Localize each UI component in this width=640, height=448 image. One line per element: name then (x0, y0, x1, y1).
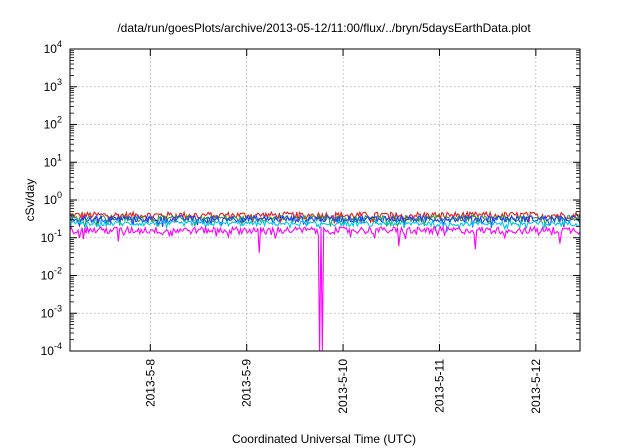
chart-title: /data/run/goesPlots/archive/2013-05-12/1… (117, 21, 531, 35)
x-tick-label: 2013-5-10 (336, 359, 350, 414)
y-tick-label-base: 10 (44, 42, 58, 56)
y-tick-label-base: 10 (41, 231, 55, 245)
x-tick-label: 2013-5-12 (529, 359, 543, 414)
x-axis-label: Coordinated Universal Time (UTC) (232, 432, 416, 446)
y-axis-label: cSv/day (23, 179, 37, 222)
y-tick-label: 10-2 (41, 266, 62, 283)
y-tick-label-exponent: 0 (57, 190, 62, 200)
y-tick-label-exponent: -4 (54, 341, 62, 351)
series-line (69, 219, 581, 234)
y-tick-label: 10-1 (41, 228, 62, 245)
x-tick-label: 2013-5-8 (143, 359, 157, 407)
y-tick-label: 103 (44, 77, 62, 94)
y-tick-label-base: 10 (44, 193, 58, 207)
y-tick-label-exponent: 1 (57, 152, 62, 162)
y-tick-label-base: 10 (44, 118, 58, 132)
grid-lines (70, 49, 580, 351)
y-tick-label: 10-3 (41, 303, 62, 320)
series-layer (69, 210, 581, 352)
y-tick-label: 104 (44, 39, 62, 56)
y-tick-label-base: 10 (41, 306, 55, 320)
y-tick-label-exponent: 3 (57, 77, 62, 87)
y-tick-label: 100 (44, 190, 62, 207)
series-line (69, 210, 581, 224)
y-tick-label-base: 10 (41, 344, 55, 358)
y-tick-label-base: 10 (44, 80, 58, 94)
x-tick-label: 2013-5-11 (432, 359, 446, 413)
y-tick-label: 10-4 (41, 341, 62, 358)
series-line (69, 225, 581, 352)
y-tick-label-base: 10 (44, 155, 58, 169)
x-tick-label: 2013-5-9 (240, 359, 254, 407)
y-tick-label-base: 10 (41, 269, 55, 283)
series-line (69, 213, 581, 228)
y-tick-label: 101 (44, 152, 62, 169)
y-tick-label-exponent: -1 (54, 228, 62, 238)
y-tick-label-exponent: -2 (54, 266, 62, 276)
y-tick-label-exponent: -3 (54, 303, 62, 313)
y-tick-label: 102 (44, 115, 62, 132)
y-tick-label-exponent: 4 (57, 39, 62, 49)
y-tick-label-exponent: 2 (57, 115, 62, 125)
x-axis: 2013-5-8 2013-5-9 2013-5-10 2013-5-11 2013-5… (143, 49, 543, 414)
